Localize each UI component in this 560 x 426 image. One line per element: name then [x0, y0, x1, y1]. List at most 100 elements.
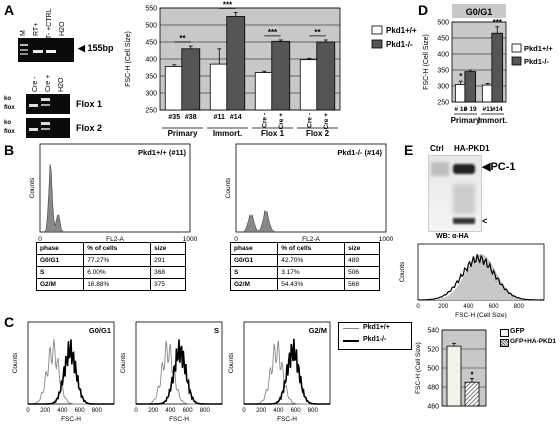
pc1-marker: ◀PC-1: [482, 161, 516, 173]
legend-c-ko: Pkd1-/-: [363, 336, 387, 343]
table-cell: 506: [344, 266, 380, 279]
y-tick-label: 540: [427, 328, 439, 335]
legend-e-pkd-swatch: [500, 339, 509, 347]
significance-mark: **: [314, 28, 321, 37]
table-cell: 568: [344, 278, 380, 291]
table-cell: phase: [229, 242, 279, 255]
legend-label-wt: Pkd1+/+: [386, 26, 417, 35]
y-tick-label: 520: [427, 347, 439, 354]
x-tick-label: 600: [75, 408, 86, 414]
flox1-ko-label: ko: [4, 96, 12, 102]
y-tick-label: 460: [427, 404, 439, 411]
hist-e: Counts 0 200 400 600 800 FSC-H (Cell Size): [399, 243, 545, 319]
flox2-flox-label: flox: [4, 129, 15, 135]
panel-label-e: E: [404, 142, 414, 158]
table-row: G2/M 16.88% 375: [35, 278, 186, 291]
y-axis-label: Counts: [120, 352, 127, 373]
y-tick-label: 350: [437, 68, 449, 75]
bar: [446, 345, 462, 407]
histogram-title: G0/G1: [89, 326, 111, 335]
table-cell: S: [229, 266, 279, 279]
table-row: S 3.17% 506: [229, 266, 380, 279]
significance-mark: ***: [268, 28, 278, 37]
bar: [316, 41, 336, 111]
plot-frame: [39, 143, 191, 233]
flox-lane-h2o: H2O: [58, 77, 65, 92]
flox-lane-cre-minus: Cre -: [32, 76, 39, 92]
table-cell: size: [344, 242, 380, 255]
histogram-curve: [39, 164, 190, 233]
band-size-label: ◀ 155bp: [78, 43, 114, 53]
x-tick-label: 800: [308, 408, 319, 414]
legend-c-wt: Pkd1+/+: [363, 324, 390, 331]
category-label: Cre +: [278, 113, 285, 130]
legend-swatch-ko: [371, 39, 383, 49]
legend-e-gfp-swatch: [500, 329, 509, 337]
panel-label-a: A: [4, 2, 15, 18]
category-label: #35: [168, 114, 180, 121]
y-tick-label: 450: [145, 40, 157, 47]
category-label: #11: [214, 114, 225, 121]
hist-c-g0g1: G0/G1 Counts 0 200 400 600 800 FSC-H: [12, 321, 115, 423]
x-axis-label: FSC-H: [277, 416, 297, 423]
table-cell: 42.70%: [277, 254, 346, 267]
table-cell: 6.00%: [83, 266, 152, 279]
y-tick-label: 250: [437, 100, 449, 107]
hist-b-ko: Pkd1-/- (#14) Counts 0 1000 FL2-A: [225, 143, 394, 243]
y-tick-label: 400: [437, 52, 449, 59]
group-label: Flox 1: [261, 129, 285, 138]
chart-a: 250 300 350 400 450 500 550 FSC-H (Cell Size) #3…: [125, 0, 417, 138]
x-tick-label: 400: [463, 304, 474, 310]
table-cell: phase: [35, 242, 85, 255]
x-tick-label: 200: [438, 304, 449, 310]
table-cell: 54.43%: [277, 278, 346, 291]
x-tick-label: 0: [26, 408, 30, 414]
x-tick-label: 600: [291, 408, 302, 414]
y-tick-label: 550: [145, 6, 157, 13]
bar: [226, 16, 246, 111]
bar: [464, 381, 480, 407]
group-label: Primary: [451, 116, 481, 125]
histogram-fill-gfp: [418, 254, 544, 300]
x-axis-label: FL2-A: [302, 236, 320, 243]
table-row: G2/M 54.43% 568: [229, 278, 380, 291]
x-tick-label: 0: [134, 408, 138, 414]
bar: [464, 71, 477, 103]
y-tick-label: 500: [145, 23, 157, 30]
western-blot: [428, 155, 482, 232]
category-label: Cre +: [323, 113, 330, 130]
flox2-ko-label: ko: [4, 120, 12, 126]
gel-lane-rt-plus: RT+: [33, 22, 40, 36]
y-tick-label: 500: [437, 20, 449, 27]
x-tick-label: 400: [57, 408, 68, 414]
histogram-curve: [235, 209, 386, 233]
x-tick-label: 800: [92, 408, 103, 414]
y-axis-label: FSC-H (Cell Size): [423, 34, 430, 90]
y-tick-label: 250: [145, 108, 157, 115]
flox1-flox-label: flox: [4, 105, 15, 111]
bar: [491, 32, 504, 103]
histogram-title: Pkd1+/+ (#11): [138, 148, 186, 157]
category-label: # 19: [464, 106, 477, 113]
histogram-title: G2/M: [309, 326, 327, 335]
hist-b-wt: Pkd1+/+ (#11) Counts 0 1000 FL2-A: [29, 143, 198, 243]
flox-lane-cre-plus: Cre +: [45, 74, 52, 92]
legend-e-pkd: GFP+HA-PKD1: [510, 338, 557, 345]
table-cell: 368: [150, 266, 186, 279]
y-axis-label: Counts: [225, 177, 232, 198]
table-row: S 6.00% 368: [35, 266, 186, 279]
gel-lane-h2o: H2O: [59, 21, 66, 36]
bar: [181, 48, 201, 111]
table-cell: % of cells: [277, 242, 346, 255]
chart-e: 460 480 500 520 540 FSC-H (Cell Size) *: [415, 328, 487, 411]
bar: [299, 59, 319, 111]
group-label: Flox 2: [306, 129, 330, 138]
x-tick-label: 200: [256, 408, 267, 414]
category-label: Cre -: [306, 113, 313, 128]
x-axis-label: FSC-H (Cell Size): [455, 312, 507, 319]
flox2-gel: [26, 118, 70, 138]
phase-table-wt: phase% of cells size G0/G1 77.27% 291 S 6.00…: [35, 242, 186, 291]
table-cell: G0/G1: [35, 254, 85, 267]
legend-e-gfp: GFP: [510, 328, 525, 335]
